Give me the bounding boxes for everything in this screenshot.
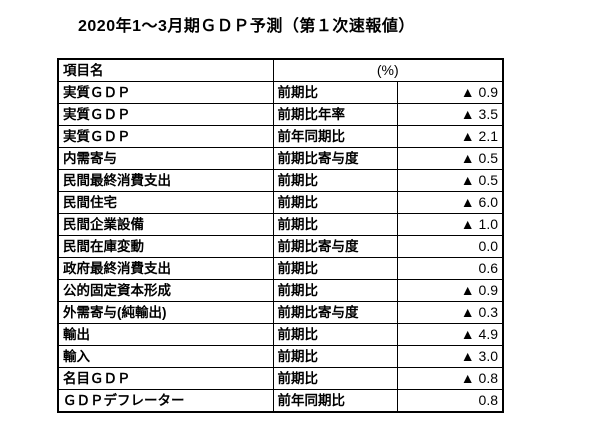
row-item-name: 名目ＧＤＰ [57, 367, 274, 390]
row-value: ▲ 0.8 [396, 367, 504, 390]
row-item-name: 輸出 [57, 323, 274, 346]
table-header-row: 項目名 (%) [57, 58, 504, 82]
table-row: 実質ＧＤＰ 前期比年率 ▲ 3.5 [57, 103, 504, 126]
row-measure: 前期比 [272, 191, 398, 214]
row-item-name: 外需寄与(純輸出) [57, 301, 274, 324]
table-row: 民間在庫変動 前期比寄与度 0.0 [57, 235, 504, 258]
table-body: 実質ＧＤＰ 前期比 ▲ 0.9 実質ＧＤＰ 前期比年率 ▲ 3.5 実質ＧＤＰ … [57, 81, 504, 413]
row-value: ▲ 2.1 [396, 125, 504, 148]
row-item-name: 民間最終消費支出 [57, 169, 274, 192]
table-row: 実質ＧＤＰ 前年同期比 ▲ 2.1 [57, 125, 504, 148]
row-item-name: 内需寄与 [57, 147, 274, 170]
row-value: ▲ 0.9 [396, 279, 504, 302]
row-value: 0.6 [396, 257, 504, 280]
row-measure: 前期比 [272, 213, 398, 236]
row-item-name: 実質ＧＤＰ [57, 125, 274, 148]
table-row: 実質ＧＤＰ 前期比 ▲ 0.9 [57, 81, 504, 104]
row-item-name: 民間住宅 [57, 191, 274, 214]
table-row: 輸出 前期比 ▲ 4.9 [57, 323, 504, 346]
row-measure: 前期比 [272, 257, 398, 280]
row-measure: 前期比 [272, 279, 398, 302]
table-row: ＧＤＰデフレーター 前年同期比 0.8 [57, 389, 504, 413]
row-item-name: 政府最終消費支出 [57, 257, 274, 280]
row-item-name: 実質ＧＤＰ [57, 81, 274, 104]
row-measure: 前期比寄与度 [272, 235, 398, 258]
row-measure: 前期比 [272, 345, 398, 368]
row-measure: 前期比寄与度 [272, 301, 398, 324]
row-value: ▲ 4.9 [396, 323, 504, 346]
row-measure: 前期比寄与度 [272, 147, 398, 170]
row-measure: 前年同期比 [272, 389, 398, 413]
row-value: ▲ 3.5 [396, 103, 504, 126]
row-measure: 前期比年率 [272, 103, 398, 126]
row-measure: 前期比 [272, 81, 398, 104]
table-row: 輸入 前期比 ▲ 3.0 [57, 345, 504, 368]
table-row: 政府最終消費支出 前期比 0.6 [57, 257, 504, 280]
table-row: 公的固定資本形成 前期比 ▲ 0.9 [57, 279, 504, 302]
row-value: ▲ 3.0 [396, 345, 504, 368]
row-value: 0.0 [396, 235, 504, 258]
table-row: 民間最終消費支出 前期比 ▲ 0.5 [57, 169, 504, 192]
table-row: 内需寄与 前期比寄与度 ▲ 0.5 [57, 147, 504, 170]
row-measure: 前年同期比 [272, 125, 398, 148]
row-item-name: 公的固定資本形成 [57, 279, 274, 302]
row-item-name: 輸入 [57, 345, 274, 368]
gdp-forecast-table: 項目名 (%) 実質ＧＤＰ 前期比 ▲ 0.9 実質ＧＤＰ 前期比年率 ▲ 3.… [57, 58, 504, 413]
header-item-name: 項目名 [57, 58, 274, 82]
header-unit-percent: (%) [272, 58, 504, 82]
row-value: ▲ 0.5 [396, 147, 504, 170]
row-measure: 前期比 [272, 367, 398, 390]
row-value: ▲ 0.9 [396, 81, 504, 104]
row-measure: 前期比 [272, 169, 398, 192]
row-value: ▲ 0.5 [396, 169, 504, 192]
page-title: 2020年1～3月期ＧＤＰ予測（第１次速報値） [78, 18, 415, 35]
table-row: 外需寄与(純輸出) 前期比寄与度 ▲ 0.3 [57, 301, 504, 324]
row-measure: 前期比 [272, 323, 398, 346]
row-value: ▲ 0.3 [396, 301, 504, 324]
table-row: 民間住宅 前期比 ▲ 6.0 [57, 191, 504, 214]
table-row: 名目ＧＤＰ 前期比 ▲ 0.8 [57, 367, 504, 390]
row-item-name: 民間在庫変動 [57, 235, 274, 258]
row-item-name: 実質ＧＤＰ [57, 103, 274, 126]
row-value: ▲ 1.0 [396, 213, 504, 236]
row-item-name: ＧＤＰデフレーター [57, 389, 274, 413]
table-row: 民間企業設備 前期比 ▲ 1.0 [57, 213, 504, 236]
row-value: 0.8 [396, 389, 504, 413]
row-item-name: 民間企業設備 [57, 213, 274, 236]
row-value: ▲ 6.0 [396, 191, 504, 214]
